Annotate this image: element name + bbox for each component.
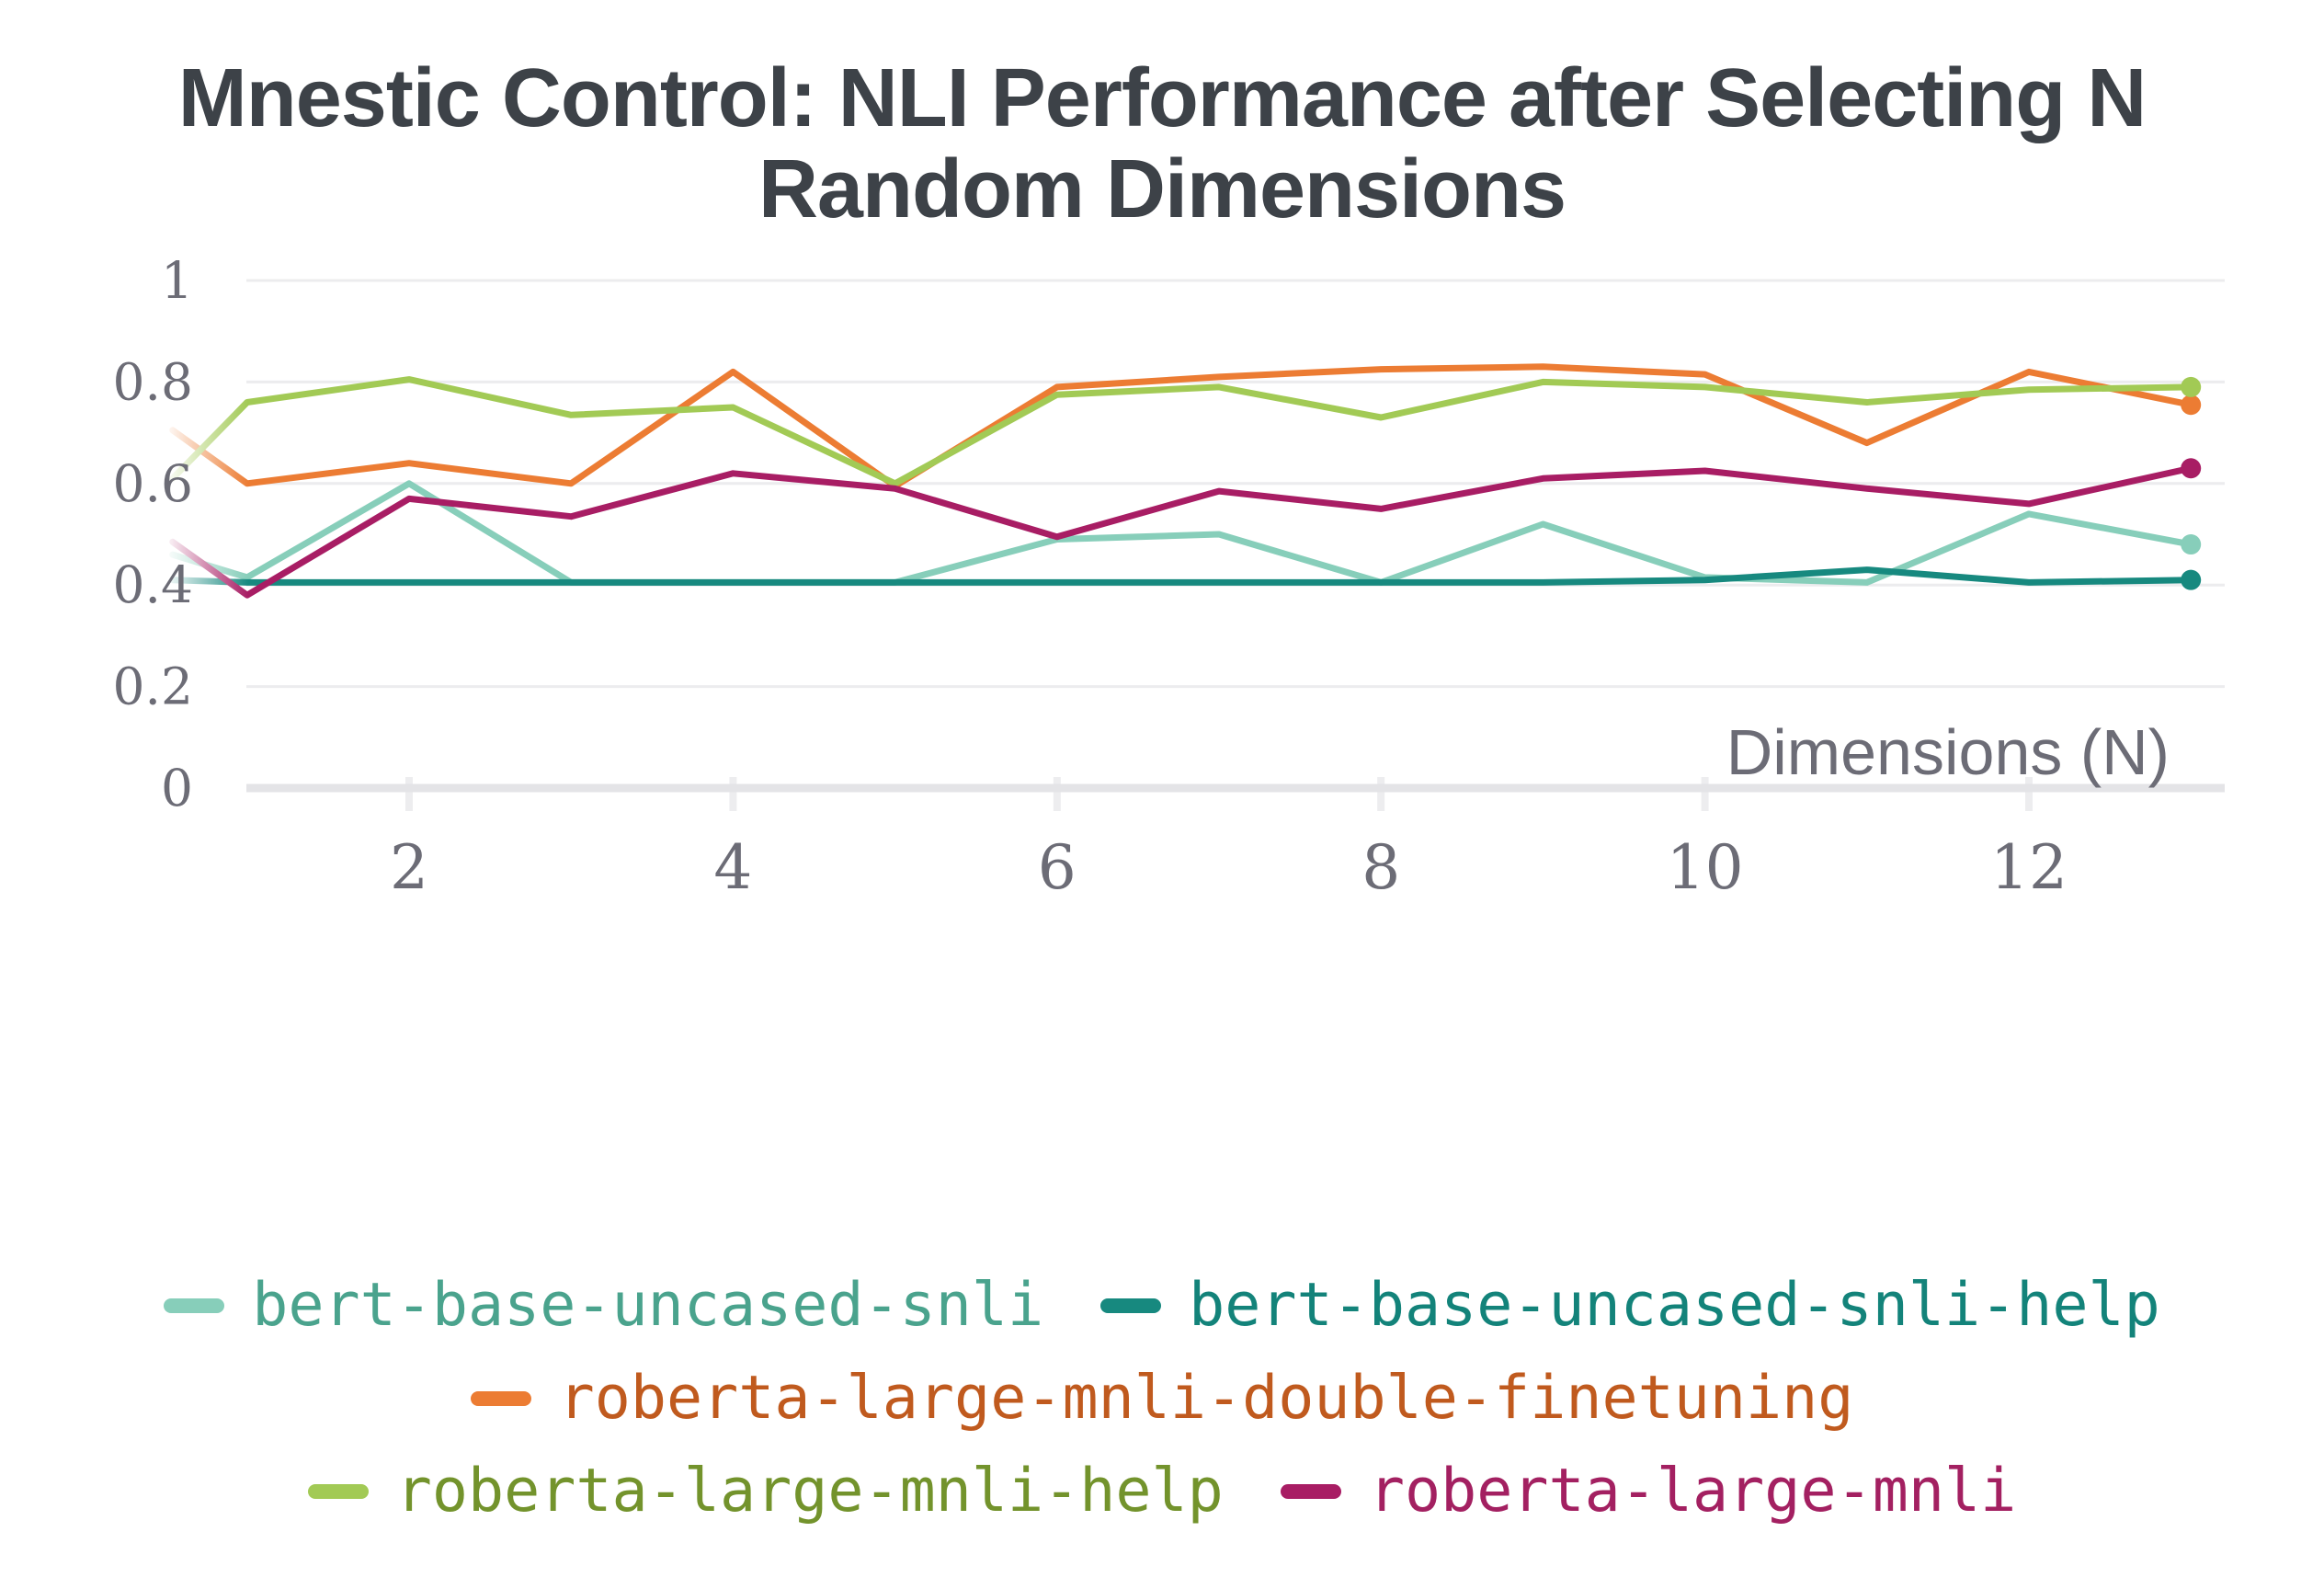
series-end-marker-bert-base-uncased-snli xyxy=(2181,534,2202,555)
x-tick-label-4: 4 xyxy=(713,832,752,903)
y-tick-label-1: 1 xyxy=(161,251,193,310)
legend-swatch-roberta-large-mnli-help xyxy=(307,1484,369,1499)
legend-swatch-bert-base-uncased-snli-help xyxy=(1100,1298,1162,1313)
legend-item-roberta-large-mnli: roberta-large-mnli xyxy=(1280,1451,2017,1532)
y-tick-label-0.6: 0.6 xyxy=(113,454,193,513)
legend-item-bert-base-uncased-snli-help: bert-base-uncased-snli-help xyxy=(1100,1265,2160,1346)
legend-label-bert-base-uncased-snli: bert-base-uncased-snli xyxy=(252,1271,1044,1340)
left-edge-fade xyxy=(164,267,248,818)
y-tick-label-0.4: 0.4 xyxy=(113,555,193,614)
chart-legend: bert-base-uncased-snli bert-base-uncased-… xyxy=(0,1265,2324,1532)
legend-label-bert-base-uncased-snli-help: bert-base-uncased-snli-help xyxy=(1189,1271,2160,1340)
legend-row-3: roberta-large-mnli-help roberta-large-mnl… xyxy=(307,1451,2017,1532)
legend-label-roberta-large-mnli: roberta-large-mnli xyxy=(1368,1457,2017,1526)
y-tick-label-0.8: 0.8 xyxy=(113,352,193,411)
legend-swatch-roberta-large-mnli xyxy=(1280,1484,1341,1499)
series-line-roberta-large-mnli xyxy=(169,464,2194,599)
y-tick-label-0.2: 0.2 xyxy=(113,657,193,716)
x-tick-label-12: 12 xyxy=(1990,832,2068,903)
series-end-marker-roberta-large-mnli-help xyxy=(2181,376,2202,397)
series-end-marker-bert-base-uncased-snli-help xyxy=(2181,569,2202,590)
legend-swatch-roberta-large-mnli-double-finetuning xyxy=(470,1391,531,1406)
legend-item-roberta-large-mnli-help: roberta-large-mnli-help xyxy=(307,1451,1224,1532)
legend-row-2: roberta-large-mnli-double-finetuning xyxy=(470,1358,1854,1439)
series-end-marker-roberta-large-mnli-double-finetuning xyxy=(2181,394,2202,416)
legend-item-roberta-large-mnli-double-finetuning: roberta-large-mnli-double-finetuning xyxy=(470,1358,1854,1439)
series-line-bert-base-uncased-snli-help xyxy=(169,566,2194,586)
x-tick-label-6: 6 xyxy=(1038,832,1077,903)
legend-row-1: bert-base-uncased-snli bert-base-uncased-… xyxy=(164,1265,2160,1346)
series-end-marker-roberta-large-mnli xyxy=(2181,458,2202,479)
chart-title: Mnestic Control: NLI Performance after S… xyxy=(0,53,2324,235)
series-line-roberta-large-mnli-help xyxy=(169,376,2194,487)
legend-label-roberta-large-mnli-double-finetuning: roberta-large-mnli-double-finetuning xyxy=(558,1364,1854,1433)
chart-title-line-1: Mnestic Control: NLI Performance after S… xyxy=(177,52,2147,144)
chart-title-line-2: Random Dimensions xyxy=(758,143,1566,235)
legend-item-bert-base-uncased-snli: bert-base-uncased-snli xyxy=(164,1265,1043,1346)
x-tick-label-2: 2 xyxy=(390,832,428,903)
series-line-roberta-large-mnli-double-finetuning xyxy=(169,363,2194,490)
y-tick-label-0: 0 xyxy=(161,759,193,817)
x-axis-title: Dimensions (N) xyxy=(1726,716,2170,788)
x-tick-label-8: 8 xyxy=(1361,832,1400,903)
legend-swatch-bert-base-uncased-snli xyxy=(164,1298,225,1313)
x-tick-label-10: 10 xyxy=(1667,832,1744,903)
legend-label-roberta-large-mnli-help: roberta-large-mnli-help xyxy=(395,1457,1224,1526)
